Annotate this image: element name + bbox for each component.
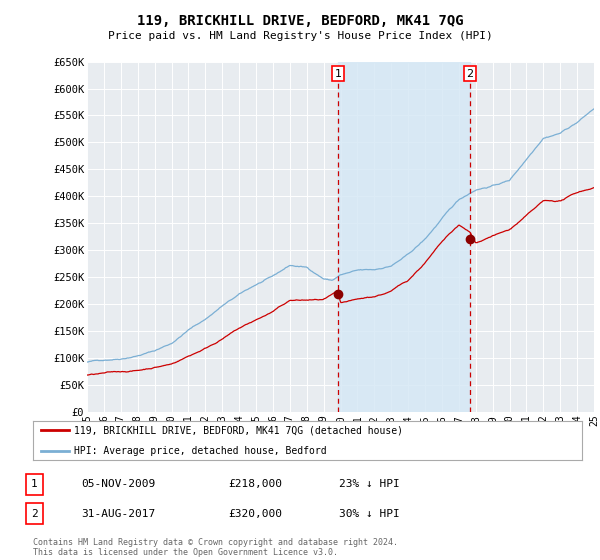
Text: 23% ↓ HPI: 23% ↓ HPI — [339, 479, 400, 489]
Text: £218,000: £218,000 — [228, 479, 282, 489]
Text: 30% ↓ HPI: 30% ↓ HPI — [339, 508, 400, 519]
Text: 2: 2 — [31, 508, 38, 519]
Text: 05-NOV-2009: 05-NOV-2009 — [81, 479, 155, 489]
Bar — [338, 62, 470, 412]
Text: HPI: Average price, detached house, Bedford: HPI: Average price, detached house, Bedf… — [74, 446, 327, 455]
Text: 2: 2 — [467, 69, 473, 78]
Text: Price paid vs. HM Land Registry's House Price Index (HPI): Price paid vs. HM Land Registry's House … — [107, 31, 493, 41]
Text: £320,000: £320,000 — [228, 508, 282, 519]
Text: 119, BRICKHILL DRIVE, BEDFORD, MK41 7QG: 119, BRICKHILL DRIVE, BEDFORD, MK41 7QG — [137, 14, 463, 28]
Text: 1: 1 — [31, 479, 38, 489]
Text: 1: 1 — [334, 69, 341, 78]
Text: 31-AUG-2017: 31-AUG-2017 — [81, 508, 155, 519]
Text: 119, BRICKHILL DRIVE, BEDFORD, MK41 7QG (detached house): 119, BRICKHILL DRIVE, BEDFORD, MK41 7QG … — [74, 425, 403, 435]
Text: Contains HM Land Registry data © Crown copyright and database right 2024.
This d: Contains HM Land Registry data © Crown c… — [33, 538, 398, 557]
